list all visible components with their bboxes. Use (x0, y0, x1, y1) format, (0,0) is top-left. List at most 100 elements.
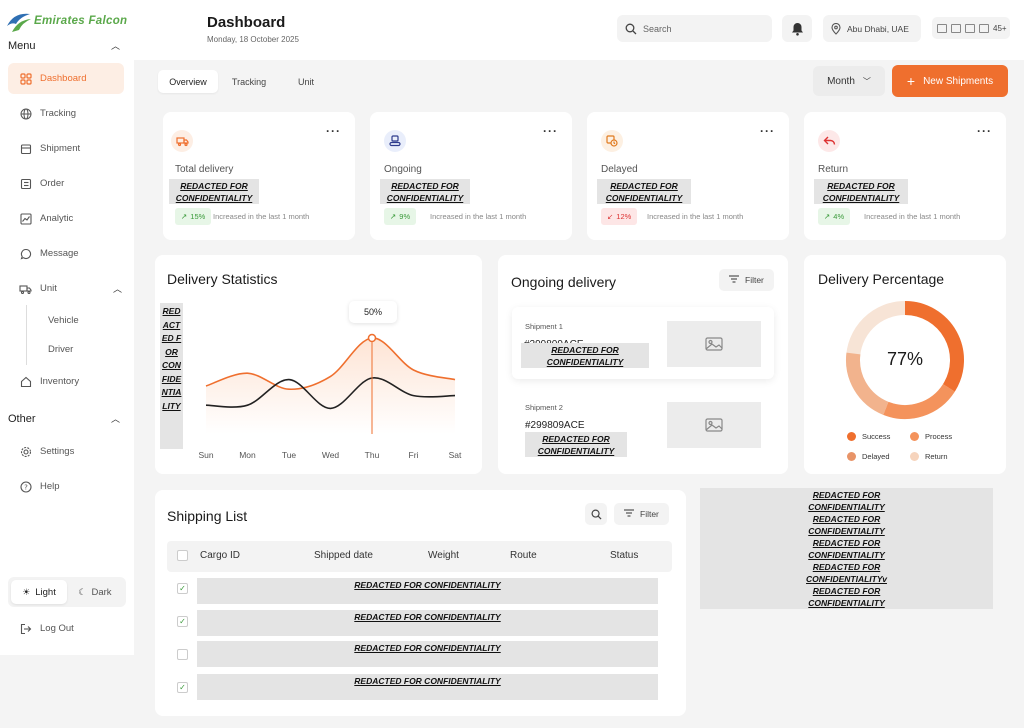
x-tick-label: Sat (449, 450, 462, 460)
dark-label: Dark (91, 586, 112, 598)
legend-success: Success (847, 432, 890, 441)
highlight-point[interactable] (367, 333, 377, 343)
arrow-up-right-icon: ↗ (390, 212, 397, 221)
bell-icon (791, 22, 803, 36)
stat-label: Return (818, 164, 849, 175)
select-all-checkbox[interactable] (177, 550, 188, 561)
arrow-up-right-icon: ↗ (181, 212, 188, 221)
stat-note: Increased in the last 1 month (430, 212, 527, 221)
table-row[interactable]: REDACTED FOR CONFIDENTIALITY (197, 578, 658, 604)
row-checkbox[interactable]: ✓ (177, 682, 188, 693)
more-options-icon[interactable]: ··· (760, 124, 775, 138)
sidebar-item-analytic[interactable]: Analytic (8, 203, 124, 234)
shipment-id: #299809ACE (525, 420, 585, 431)
tab-overview[interactable]: Overview (158, 70, 218, 93)
other-label: Other (8, 412, 36, 425)
tab-tracking[interactable]: Tracking (231, 76, 267, 87)
dark-theme-button[interactable]: ☾ Dark (67, 580, 123, 604)
moon-icon: ☾ (78, 586, 87, 597)
column-header[interactable]: Route (510, 550, 537, 561)
home-icon (19, 375, 32, 388)
column-header[interactable]: Shipped date (314, 550, 373, 561)
table-row[interactable]: REDACTED FOR CONFIDENTIALITY (197, 674, 658, 700)
tab-unit[interactable]: Unit (297, 76, 314, 87)
sidebar-item-label: Analytic (40, 213, 74, 224)
sidebar-item-unit[interactable]: Unit ︿ (8, 273, 126, 304)
row-checkbox[interactable]: ✓ (177, 583, 188, 594)
donut-center-value: 77% (886, 349, 924, 369)
search-input[interactable]: Search (617, 15, 772, 42)
app-logo[interactable]: Emirates Falcon (4, 6, 164, 36)
column-header[interactable]: Cargo ID (200, 550, 241, 561)
sidebar-item-inventory[interactable]: Inventory (8, 366, 124, 397)
arrow-up-right-icon: ↗ (824, 212, 831, 221)
filter-icon (729, 275, 739, 285)
avatar-group[interactable]: 45+ (932, 17, 1010, 39)
check-icon: ✓ (179, 683, 186, 692)
sidebar-item-tracking[interactable]: Tracking (8, 98, 124, 129)
sidebar-item-shipment[interactable]: Shipment (8, 133, 124, 164)
redacted-block: REDACTED FOR CONFIDENTIALITY (169, 179, 259, 204)
menu-section-header[interactable]: Menu ︿ (8, 39, 120, 52)
more-options-icon[interactable]: ··· (326, 124, 341, 138)
sidebar-subitem-vehicle[interactable]: Vehicle (48, 315, 79, 326)
stat-card-ongoing: ··· Ongoing REDACTED FOR CONFIDENTIALITY… (370, 112, 572, 240)
shipping-search-button[interactable] (585, 503, 607, 525)
location-selector[interactable]: Abu Dhabi, UAE (823, 15, 921, 42)
sidebar-item-label: Message (40, 248, 79, 259)
row-checkbox[interactable] (177, 649, 188, 660)
sidebar-item-help[interactable]: ? Help (8, 471, 124, 502)
ongoing-filter-button[interactable]: Filter (719, 269, 774, 291)
logout-button[interactable]: Log Out (8, 613, 124, 644)
sidebar-item-settings[interactable]: Settings (8, 436, 124, 467)
new-shipments-label: New Shipments (923, 75, 994, 87)
sidebar-item-message[interactable]: Message (8, 238, 124, 269)
x-tick-label: Thu (365, 450, 380, 460)
sidebar-item-order[interactable]: Order (8, 168, 124, 199)
series-line-1 (205, 377, 456, 410)
x-tick-label: Fri (409, 450, 419, 460)
sidebar-item-label: Help (40, 481, 60, 492)
page-title: Dashboard (207, 14, 286, 31)
shipping-filter-button[interactable]: Filter (614, 503, 669, 525)
light-theme-button[interactable]: ☀ Light (11, 580, 67, 604)
change-value: 4% (833, 212, 845, 221)
period-select[interactable]: Month ﹀ (813, 66, 885, 96)
list-icon (19, 177, 32, 190)
column-header[interactable]: Status (610, 550, 639, 561)
legend-dot (910, 432, 919, 441)
legend-label: Success (862, 432, 891, 441)
delivery-statistics-title: Delivery Statistics (167, 271, 278, 287)
gear-icon (19, 445, 32, 458)
stat-card-total-delivery: ··· Total delivery REDACTED FOR CONFIDEN… (163, 112, 355, 240)
delivery-donut-chart (846, 301, 964, 419)
sidebar-item-dashboard[interactable]: Dashboard (8, 63, 124, 94)
other-section-header[interactable]: Other ︿ (8, 412, 120, 425)
menu-label: Menu (8, 39, 36, 52)
shipping-list-title: Shipping List (167, 508, 248, 524)
donut-segment-process (883, 383, 955, 419)
table-row[interactable]: REDACTED FOR CONFIDENTIALITY (197, 610, 658, 636)
legend-return: Return (910, 452, 948, 461)
new-shipments-button[interactable]: + New Shipments (892, 65, 1008, 97)
location-label: Abu Dhabi, UAE (847, 23, 909, 34)
help-icon: ? (19, 480, 32, 493)
more-options-icon[interactable]: ··· (977, 124, 992, 138)
column-header[interactable]: Weight (428, 550, 459, 561)
image-icon (705, 337, 723, 351)
sidebar-subitem-driver[interactable]: Driver (48, 344, 74, 355)
search-icon (591, 509, 602, 520)
search-placeholder: Search (643, 23, 672, 34)
chevron-up-icon: ︿ (112, 284, 122, 294)
row-checkbox[interactable]: ✓ (177, 616, 188, 627)
more-options-icon[interactable]: ··· (543, 124, 558, 138)
check-icon: ✓ (179, 617, 186, 626)
table-row[interactable]: REDACTED FOR CONFIDENTIALITY (197, 641, 658, 667)
change-badge: ↗ 9% (384, 208, 417, 225)
notification-button[interactable] (782, 15, 812, 42)
table-header (167, 541, 672, 572)
legend-dot (910, 452, 919, 461)
arrow-down-left-icon: ↙ (607, 212, 614, 221)
sidebar-item-label: Inventory (40, 376, 80, 387)
change-badge: ↗ 4% (818, 208, 851, 225)
